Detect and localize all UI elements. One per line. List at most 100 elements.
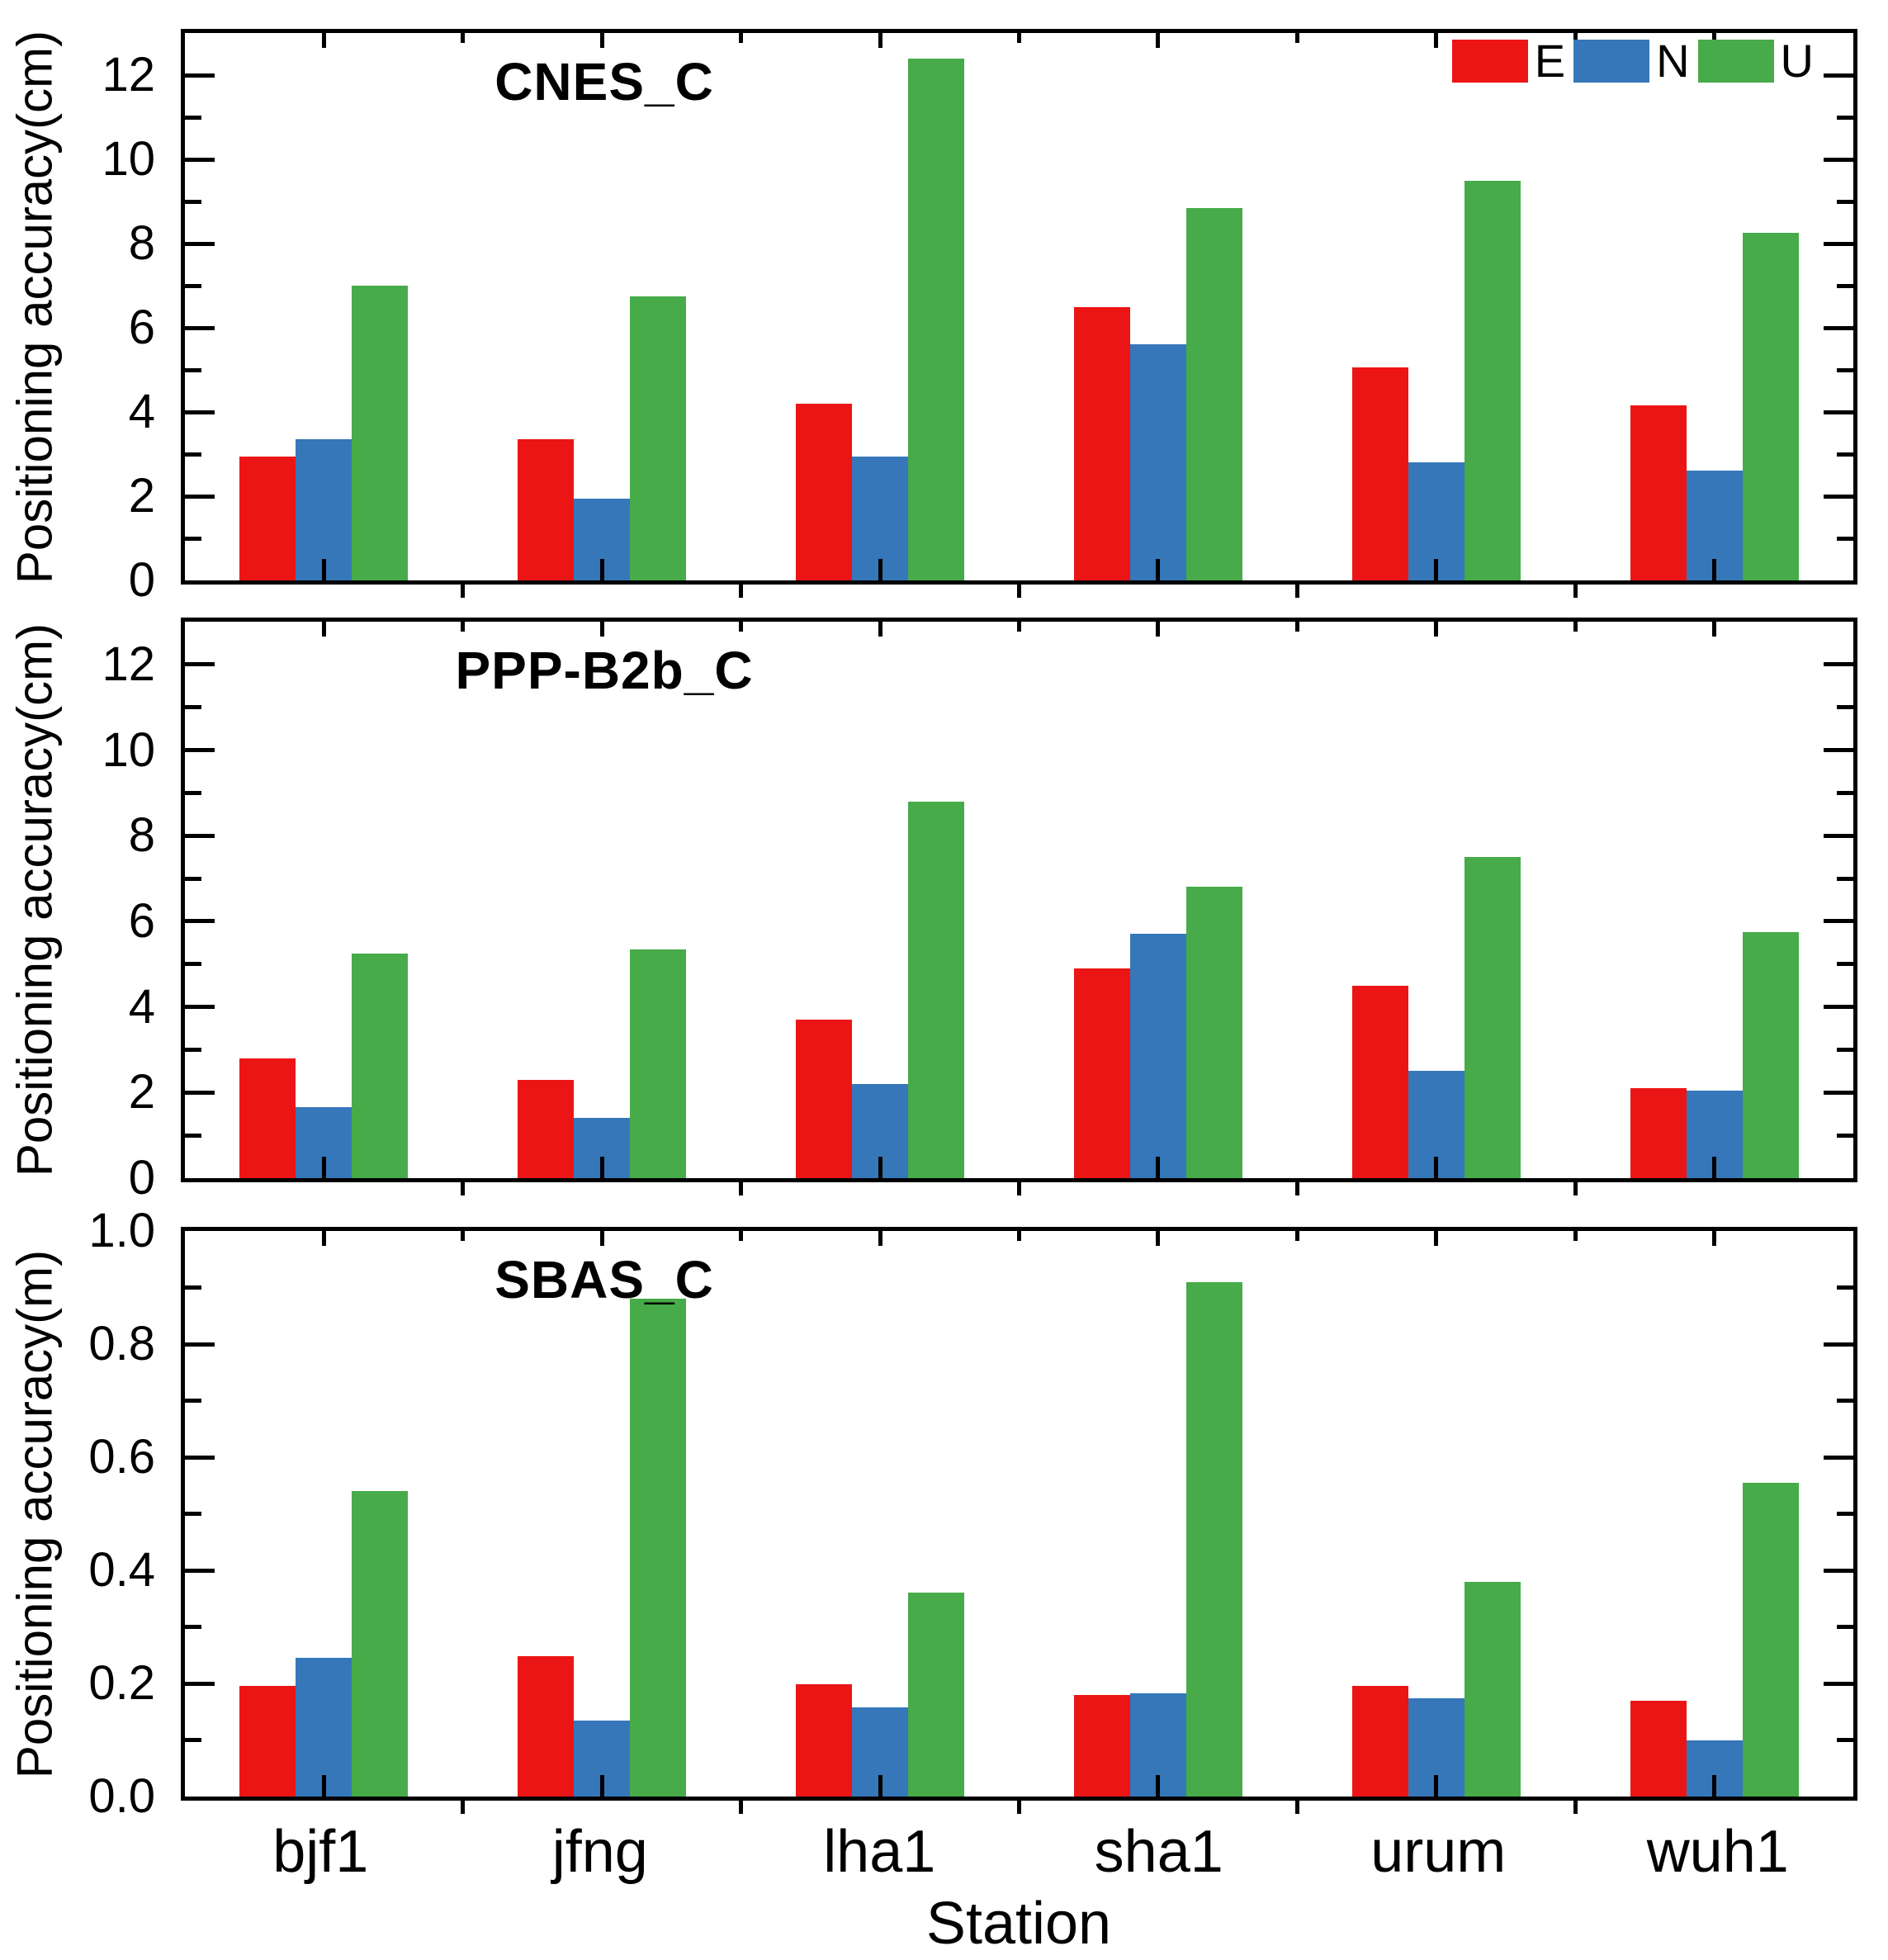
y-minor-tick-left — [185, 1285, 201, 1290]
x-station-tick-bottom — [1712, 1157, 1717, 1178]
bar-sha1-E — [1073, 1694, 1130, 1797]
y-tick-label: 6 — [128, 893, 155, 948]
x-minor-tick-top — [1017, 33, 1021, 43]
y-minor-tick-right — [1837, 199, 1853, 204]
y-minor-tick-left — [185, 1512, 201, 1516]
panel-title-cnes-c: CNES_C — [494, 52, 714, 111]
y-minor-tick-right — [1837, 283, 1853, 288]
y-minor-tick-left — [185, 962, 201, 967]
y-minor-tick-left — [185, 1133, 201, 1138]
x-station-tick-top — [878, 33, 882, 48]
y-axis-title-sbas-c: Positioning accuracy(m) — [7, 1249, 63, 1779]
y-major-tick-right — [1824, 1005, 1853, 1010]
bar-bjf1-E — [239, 456, 296, 580]
x-minor-tick-top — [1017, 622, 1021, 632]
y-major-tick-left — [185, 1342, 215, 1347]
x-station-tick-top — [321, 33, 326, 48]
y-tick-label: 10 — [102, 132, 155, 186]
legend-label-east: E — [1534, 35, 1566, 87]
y-major-tick-right — [1824, 241, 1853, 246]
x-station-tick-top — [599, 33, 604, 48]
y-tick-label: 0 — [128, 553, 155, 607]
y-tick-label: 10 — [102, 722, 155, 777]
bar-jfng-E — [518, 1079, 575, 1178]
bar-sha1-N — [1129, 934, 1186, 1178]
legend-label-up: U — [1780, 35, 1814, 87]
y-minor-tick-right — [1837, 790, 1853, 795]
y-major-tick-right — [1824, 1568, 1853, 1573]
y-axis-title-cnes-c: Positioning accuracy(cm) — [7, 30, 63, 585]
y-minor-tick-left — [185, 1399, 201, 1403]
bar-wuh1-U — [1742, 1482, 1799, 1797]
y-minor-tick-right — [1837, 962, 1853, 967]
bar-bjf1-U — [352, 286, 409, 580]
x-station-tick-top — [1712, 622, 1717, 637]
y-minor-tick-left — [185, 790, 201, 795]
y-major-tick-right — [1824, 410, 1853, 414]
y-major-tick-right — [1824, 157, 1853, 162]
y-tick-label: 6 — [128, 301, 155, 354]
y-minor-tick-left — [185, 1625, 201, 1629]
y-tick-label: 4 — [128, 385, 155, 438]
x-minor-tick-bottom — [1294, 1801, 1299, 1814]
y-major-tick-right — [1824, 833, 1853, 838]
x-minor-tick-bottom — [1294, 1182, 1299, 1195]
station-label-wuh1: wuh1 — [1646, 1819, 1789, 1885]
y-major-tick-right — [1824, 748, 1853, 753]
y-minor-tick-right — [1837, 1285, 1853, 1290]
y-major-tick-left — [185, 1681, 215, 1686]
bar-bjf1-E — [239, 1686, 296, 1797]
y-tick-label: 4 — [128, 979, 155, 1034]
x-station-tick-top — [599, 1231, 604, 1246]
x-station-tick-top — [1434, 622, 1439, 637]
x-minor-tick-bottom — [1573, 1801, 1578, 1814]
bar-jfng-E — [518, 1656, 575, 1797]
plot-area-sbas-c: 0.0 0.2 0.4 0.6 0.8 1.0 — [88, 1207, 1853, 1820]
x-minor-tick-bottom — [461, 585, 466, 598]
x-station-tick-top — [321, 622, 326, 637]
x-axis-station-labels: bjf1 jfng lha1 sha1 urum wuh1 — [181, 1820, 1857, 1887]
y-minor-tick-right — [1837, 115, 1853, 120]
bar-bjf1-U — [352, 953, 409, 1178]
y-minor-tick-right — [1837, 1047, 1853, 1052]
legend-swatch-north — [1573, 40, 1650, 83]
y-minor-tick-right — [1837, 1738, 1853, 1742]
bar-urum-E — [1351, 985, 1408, 1178]
y-minor-tick-right — [1837, 705, 1853, 710]
y-major-tick-left — [185, 1090, 215, 1095]
x-minor-tick-top — [1573, 1231, 1578, 1241]
plot-area-ppp-b2b-c: 0 2 4 6 8 10 12 — [102, 622, 1853, 1202]
bar-lha1-U — [908, 58, 965, 580]
y-tick-label: 0.2 — [88, 1656, 155, 1710]
y-minor-tick-right — [1837, 536, 1853, 541]
bar-bjf1-N — [296, 439, 353, 580]
x-station-tick-bottom — [878, 1775, 882, 1797]
y-minor-tick-left — [185, 199, 201, 204]
bar-urum-E — [1351, 367, 1408, 580]
legend-item-east: E — [1451, 35, 1566, 87]
y-minor-tick-left — [185, 115, 201, 120]
panel-sbas-c: SBAS_C 0.0 0.2 0.4 0.6 0.8 1.0 — [88, 1207, 1857, 1820]
y-major-tick-right — [1824, 919, 1853, 924]
x-station-tick-top — [1156, 1231, 1161, 1246]
y-minor-tick-right — [1837, 1512, 1853, 1516]
y-major-tick-left — [185, 1455, 215, 1460]
bar-sha1-U — [1185, 1281, 1242, 1797]
bar-wuh1-U — [1742, 233, 1799, 580]
bar-bjf1-E — [239, 1058, 296, 1178]
x-minor-tick-top — [1017, 1231, 1021, 1241]
bar-sha1-N — [1129, 344, 1186, 580]
station-label-jfng: jfng — [551, 1819, 648, 1885]
x-minor-tick-top — [739, 33, 744, 43]
y-minor-tick-right — [1837, 1133, 1853, 1138]
bar-urum-U — [1464, 857, 1521, 1178]
station-label-urum: urum — [1370, 1819, 1507, 1885]
y-tick-label: 12 — [102, 637, 155, 691]
y-major-tick-right — [1824, 325, 1853, 330]
x-station-tick-top — [878, 622, 882, 637]
x-station-tick-bottom — [599, 559, 604, 580]
y-tick-label: 0 — [128, 1151, 155, 1205]
y-major-tick-right — [1824, 494, 1853, 499]
x-station-tick-bottom — [1712, 559, 1717, 580]
